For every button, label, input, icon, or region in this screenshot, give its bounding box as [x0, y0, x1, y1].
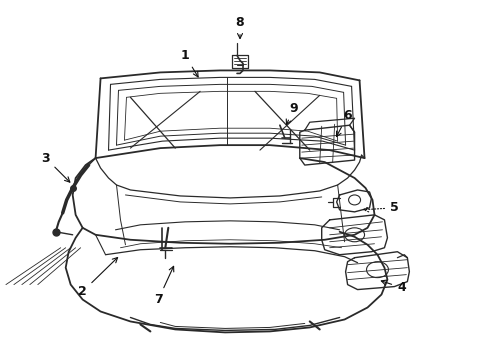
Text: 6: 6 — [337, 109, 352, 136]
Text: 4: 4 — [381, 280, 406, 294]
Text: 8: 8 — [236, 16, 245, 39]
Text: 5: 5 — [364, 201, 399, 215]
Text: 3: 3 — [42, 152, 70, 182]
Text: 2: 2 — [78, 257, 118, 298]
Text: 9: 9 — [286, 102, 298, 125]
Text: 7: 7 — [154, 266, 174, 306]
Text: 1: 1 — [181, 49, 198, 77]
